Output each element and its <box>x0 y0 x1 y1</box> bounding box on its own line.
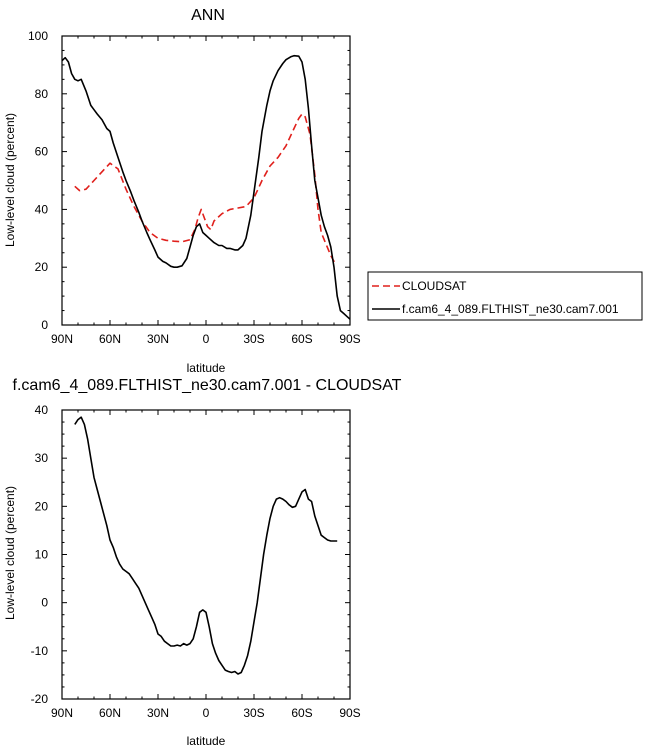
bottom-x-tick-label: 90N <box>51 706 73 720</box>
top-y-tick-label: 100 <box>28 29 48 43</box>
bottom-x-tick-label: 60N <box>99 706 121 720</box>
top-x-tick-label: 60N <box>99 332 121 346</box>
top-plot-area: 90N 60N 30N 0 30S 60S 90S 0 20 40 60 80 100 <box>28 29 361 346</box>
top-x-tick-label: 30N <box>147 332 169 346</box>
top-y-tick-label: 0 <box>41 318 48 332</box>
top-chart-xlabel: latitude <box>187 361 226 375</box>
legend-label-model: f.cam6_4_089.FLTHIST_ne30.cam7.001 <box>402 302 619 316</box>
top-chart-legend: CLOUDSAT f.cam6_4_089.FLTHIST_ne30.cam7.… <box>367 271 643 321</box>
bottom-series-line-0 <box>74 416 338 675</box>
top-x-tick-label: 60S <box>291 332 312 346</box>
top-y-tick-label: 40 <box>35 202 49 216</box>
bottom-plot-area: 90N 60N 30N 0 30S 60S 90S -20 -10 0 10 20 30 40 <box>31 403 361 720</box>
bottom-x-tick-label: 60S <box>291 706 312 720</box>
bottom-chart-ylabel: Low-level cloud (percent) <box>3 486 17 620</box>
top-y-tick-label: 20 <box>35 260 49 274</box>
bottom-y-tick-label: 0 <box>41 596 48 610</box>
top-y-tick-label: 80 <box>35 87 49 101</box>
top-chart: ANN 90N 60N 30N 0 30S 60S 90S 0 20 40 60 80 100 Low-… <box>3 7 361 375</box>
top-x-tick-label: 90S <box>339 332 360 346</box>
bottom-y-tick-label: -10 <box>31 644 49 658</box>
top-series-line-1 <box>61 54 351 320</box>
bottom-x-tick-label: 30N <box>147 706 169 720</box>
top-x-tick-label: 90N <box>51 332 73 346</box>
top-series-line-0 <box>74 113 337 265</box>
bottom-x-tick-label: 0 <box>203 706 210 720</box>
top-y-tick-label: 60 <box>35 145 49 159</box>
bottom-chart-xlabel: latitude <box>187 734 226 748</box>
bottom-y-tick-label: 30 <box>35 451 49 465</box>
top-x-tick-label: 30S <box>243 332 264 346</box>
legend-box <box>367 271 643 321</box>
bottom-y-tick-label: 10 <box>35 548 49 562</box>
top-plot-frame <box>61 35 351 326</box>
bottom-y-tick-label: 40 <box>35 403 49 417</box>
bottom-x-tick-label: 30S <box>243 706 264 720</box>
bottom-chart-title: f.cam6_4_089.FLTHIST_ne30.cam7.001 - CLO… <box>13 377 402 394</box>
bottom-y-tick-label: 20 <box>35 499 49 513</box>
top-chart-title: ANN <box>191 7 225 24</box>
bottom-y-tick-label: -20 <box>31 692 49 706</box>
bottom-chart: f.cam6_4_089.FLTHIST_ne30.cam7.001 - CLO… <box>3 377 402 748</box>
top-x-tick-label: 0 <box>203 332 210 346</box>
legend-label-cloudsat: CLOUDSAT <box>402 279 467 293</box>
bottom-plot-frame <box>61 409 351 700</box>
bottom-x-tick-label: 90S <box>339 706 360 720</box>
top-chart-ylabel: Low-level cloud (percent) <box>3 113 17 247</box>
